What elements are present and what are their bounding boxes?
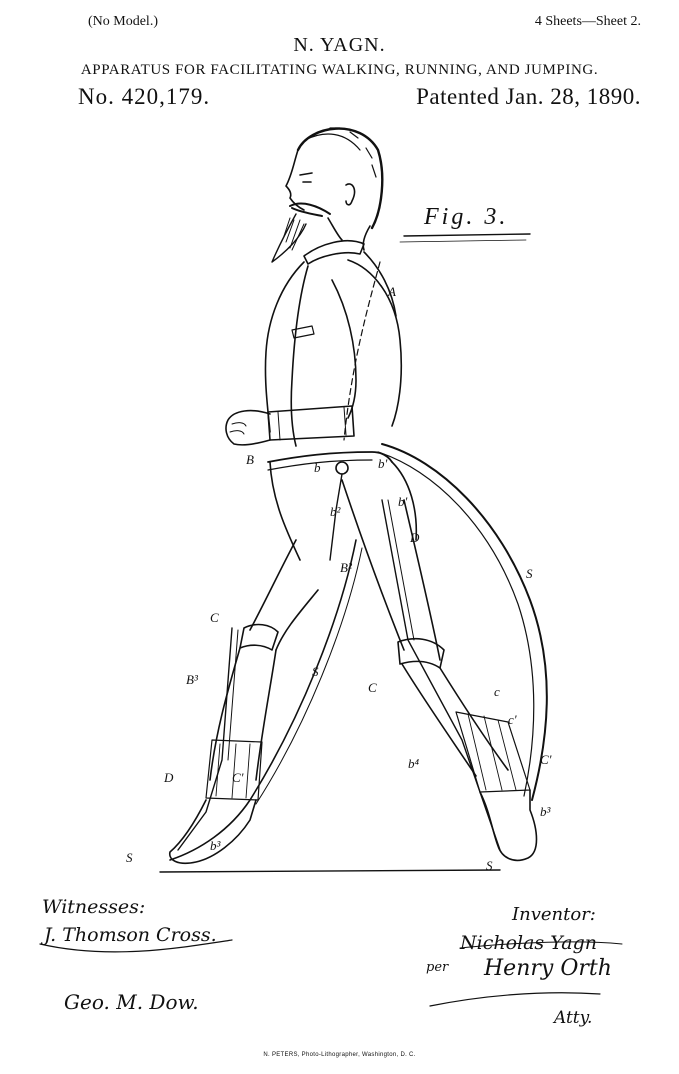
attorney-signature: Henry Orth: [484, 956, 612, 981]
ref-label-b3-2: b³: [210, 838, 221, 853]
witness-flourish: [39, 939, 233, 953]
front-shin: [401, 663, 509, 777]
neck: [327, 217, 371, 251]
witnesses-heading: Witnesses:: [42, 896, 146, 918]
inventor-heading: Inventor:: [512, 904, 596, 925]
inventor-signature: Nicholas Yagn: [460, 932, 598, 954]
ref-label-B3: B³: [186, 672, 198, 687]
head-profile: [285, 149, 305, 211]
lower-spring: [169, 539, 357, 861]
belt: [267, 451, 393, 463]
ear: [345, 183, 356, 206]
witness-signature-2: Geo. M. Dow.: [64, 990, 199, 1014]
collar: [303, 240, 365, 265]
ref-label-C-prime: C': [540, 752, 552, 767]
vest-front: [290, 265, 309, 447]
cuff: [267, 405, 355, 441]
ground-line: [159, 869, 501, 873]
ref-label-b-prime-2: b': [398, 494, 408, 509]
ref-label-D-2: D: [164, 770, 174, 785]
ref-label-b2: b²: [330, 504, 341, 519]
inventor-name-heading: N. YAGN.: [293, 34, 386, 56]
ref-label-b: b: [314, 460, 321, 475]
signature-underline: [459, 941, 623, 949]
figure-label: Fig. 3.: [424, 204, 509, 230]
ref-label-c: c: [494, 684, 500, 699]
per-label: per: [426, 960, 449, 975]
back-shin: [209, 647, 277, 781]
sheet-count: 4 Sheets—Sheet 2.: [534, 14, 641, 29]
ref-label-A: A: [388, 284, 396, 299]
pocket-flap: [291, 325, 315, 339]
eye-brow: [299, 172, 313, 183]
figure-label-underline: [403, 233, 531, 237]
front-thigh: [341, 479, 441, 661]
ref-label-S: S: [526, 566, 533, 581]
ref-label-D: D: [410, 530, 420, 545]
front-rod: [381, 499, 501, 851]
mustache: [289, 202, 331, 217]
witness-signature-1: J. Thomson Cross.: [44, 924, 217, 946]
ref-label-b4: b⁴: [408, 756, 420, 771]
back-rod: [177, 627, 233, 851]
model-note: (No Model.): [88, 14, 158, 29]
ref-label-B2: B²: [340, 560, 352, 575]
lithographer-credit: N. PETERS, Photo-Lithographer, Washingto…: [263, 1052, 416, 1058]
spring-bow: [381, 443, 548, 801]
front-boot: [479, 789, 538, 862]
ref-label-S-3: S: [126, 850, 133, 865]
ref-label-C-prime-2: C': [232, 770, 244, 785]
patent-number: No. 420,179.: [78, 84, 211, 109]
back-boot: [169, 799, 257, 865]
ref-label-C-2: C: [368, 680, 377, 695]
upper-arm: [347, 259, 403, 427]
ref-label-c-prime: c': [508, 712, 517, 727]
ref-label-S-2: S: [312, 664, 319, 679]
ref-label-b3: b³: [540, 804, 551, 819]
hips: [269, 461, 418, 561]
ref-label-S-4: S: [486, 858, 493, 873]
ref-label-b-prime: b': [378, 456, 388, 471]
patent-date: Patented Jan. 28, 1890.: [416, 84, 641, 109]
hand: [225, 409, 271, 446]
ref-label-B: B: [246, 452, 254, 467]
back-knee-pad: [239, 623, 279, 651]
patent-title: APPARATUS FOR FACILITATING WALKING, RUNN…: [80, 62, 599, 78]
harness-pivot: [335, 461, 349, 475]
back-thigh: [249, 539, 319, 651]
harness-strap: [329, 473, 343, 561]
ref-label-C: C: [210, 610, 219, 625]
shoulder-strap: [343, 261, 381, 441]
torso: [264, 261, 305, 433]
attorney-suffix: Atty.: [554, 1008, 593, 1028]
attorney-flourish: [429, 992, 601, 1007]
